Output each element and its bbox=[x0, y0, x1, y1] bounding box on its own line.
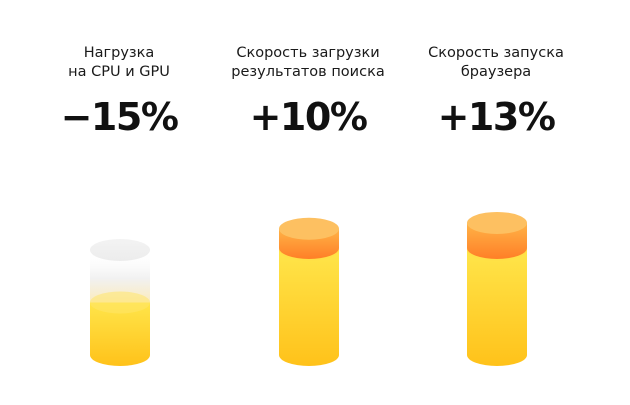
category-label-line: Скорость запуска bbox=[428, 45, 564, 61]
bar-top bbox=[90, 291, 150, 314]
bar-ghost-cap bbox=[90, 239, 150, 261]
category-label-line: Нагрузка bbox=[83, 45, 155, 61]
category-label-line: браузера bbox=[460, 64, 532, 80]
category-label-line: результатов поиска bbox=[231, 64, 385, 80]
value-label-cpu-gpu: −15% bbox=[60, 95, 179, 139]
category-label-line: Скорость загрузки bbox=[236, 45, 380, 61]
bar-1 bbox=[279, 217, 339, 366]
bar-2 bbox=[467, 211, 527, 366]
value-label-launch-speed: +13% bbox=[437, 95, 556, 139]
bar-0 bbox=[90, 239, 150, 366]
bar-body bbox=[90, 302, 150, 366]
category-label-launch-speed: Скорость запуска браузера bbox=[396, 44, 596, 82]
bar-body bbox=[467, 250, 527, 366]
bar-increment-top bbox=[279, 217, 339, 240]
category-label-cpu-gpu: Нагрузка на CPU и GPU bbox=[19, 44, 219, 82]
bar-increment-top bbox=[467, 211, 527, 234]
category-label-line: на CPU и GPU bbox=[68, 64, 170, 80]
value-label-search-speed: +10% bbox=[249, 95, 368, 139]
bar-body bbox=[279, 250, 339, 366]
category-label-search-speed: Скорость загрузки результатов поиска bbox=[208, 44, 408, 82]
